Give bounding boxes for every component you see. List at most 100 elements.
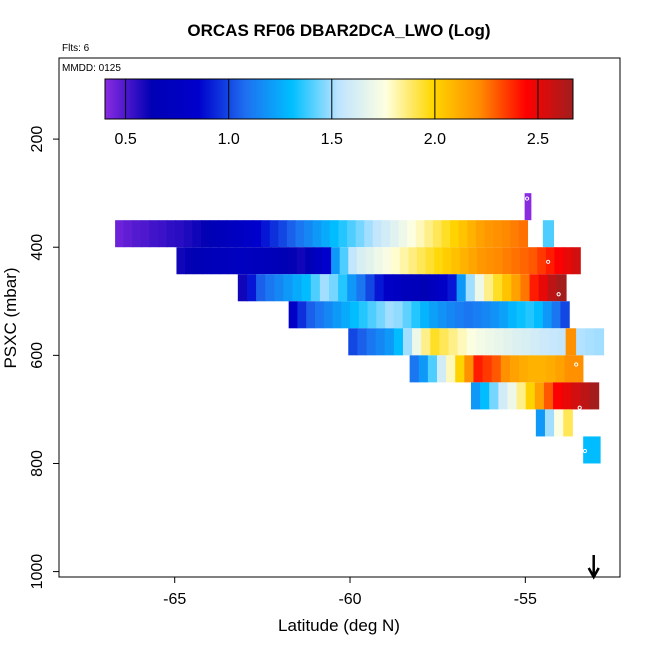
marker-point	[123, 247, 128, 253]
heatmap-cell	[542, 220, 554, 248]
heatmap-cell	[459, 247, 470, 275]
heatmap-cell	[448, 328, 459, 356]
heatmap-cell	[312, 220, 322, 248]
heatmap-cell	[490, 301, 500, 329]
data-cells	[115, 193, 605, 464]
y-tick-label: 800	[29, 450, 46, 477]
colorbar	[104, 78, 574, 120]
heatmap-cell	[434, 247, 444, 275]
heatmap-cell	[132, 220, 142, 248]
heatmap-cell	[455, 355, 465, 383]
heatmap-cell	[502, 247, 513, 275]
heatmap-cell	[399, 247, 409, 275]
heatmap-cell	[521, 328, 532, 356]
heatmap-cell	[228, 247, 238, 275]
heatmap-cell	[466, 328, 477, 356]
heatmap-cell	[480, 382, 490, 410]
marker-point	[556, 292, 561, 297]
heatmap-cell	[140, 220, 151, 248]
heatmap-cell	[516, 382, 527, 410]
heatmap-cell	[500, 355, 511, 383]
colorbar-tick-label: 1.5	[321, 131, 343, 148]
heatmap-cell	[573, 355, 584, 383]
heatmap-cell	[176, 247, 186, 275]
heatmap-cell	[425, 247, 435, 275]
heatmap-cell	[310, 274, 321, 302]
heatmap-cell	[265, 274, 275, 302]
heatmap-cell	[528, 247, 538, 275]
heatmap-cell	[543, 382, 554, 410]
heatmap-cell	[491, 355, 502, 383]
heatmap-cell	[493, 274, 503, 302]
heatmap-cell	[441, 220, 451, 248]
heatmap-cell	[323, 301, 334, 329]
heatmap-cell	[193, 247, 203, 275]
heatmap-cell	[321, 220, 331, 248]
heatmap-cell	[391, 247, 401, 275]
heatmap-cell	[278, 220, 288, 248]
heatmap-cell	[427, 355, 438, 383]
heatmap-cell	[560, 301, 570, 329]
heatmap-cell	[347, 274, 357, 302]
colorbar-tick-label: 0.5	[114, 131, 136, 148]
heatmap-cell	[537, 355, 547, 383]
heatmap-cell	[562, 382, 572, 410]
heatmap-cell	[385, 301, 395, 329]
heatmap-cell	[420, 301, 430, 329]
heatmap-cell	[428, 301, 439, 329]
heatmap-cell	[424, 220, 434, 248]
heatmap-cell	[412, 328, 422, 356]
y-tick-label: 1000	[29, 554, 46, 590]
heatmap-cell	[511, 247, 521, 275]
heatmap-cell	[530, 328, 541, 356]
heatmap-cell	[551, 301, 561, 329]
marker-points	[123, 196, 588, 454]
heatmap-cell	[473, 355, 484, 383]
heatmap-cell	[366, 328, 377, 356]
heatmap-cell	[235, 220, 245, 248]
heatmap-cell	[493, 220, 503, 248]
heatmap-cell	[322, 247, 332, 275]
heatmap-cell	[524, 193, 532, 221]
heatmap-cell	[313, 247, 324, 275]
heatmap-cell	[583, 436, 593, 464]
heatmap-cell	[474, 274, 485, 302]
heatmap-cell	[534, 301, 544, 329]
heatmap-cell	[243, 220, 254, 248]
heatmap-cell	[511, 274, 522, 302]
heatmap-cell	[374, 247, 384, 275]
heatmap-cell	[383, 274, 394, 302]
chart-title: ORCAS RF06 DBAR2DCA_LWO (Log)	[187, 21, 490, 40]
heatmap-cell	[347, 220, 357, 248]
heatmap-cell	[332, 301, 342, 329]
heatmap-cell	[338, 220, 348, 248]
heatmap-cell	[501, 220, 511, 248]
heatmap-cell	[430, 328, 441, 356]
heatmap-cell	[261, 220, 271, 248]
heatmap-cell	[375, 328, 386, 356]
heatmap-cell	[468, 247, 478, 275]
heatmap-cell	[286, 220, 297, 248]
y-tick-label: 200	[29, 126, 46, 153]
heatmap-cell	[553, 382, 563, 410]
y-axis: 200 400 600 800 1000	[29, 126, 60, 590]
heatmap-cell	[246, 274, 257, 302]
heatmap-cell	[591, 436, 601, 464]
heatmap-cell	[518, 220, 529, 248]
heatmap-cell	[520, 247, 530, 275]
heatmap-cell	[296, 247, 306, 275]
heatmap-cell	[519, 355, 529, 383]
heatmap-cell	[158, 220, 168, 248]
heatmap-cell	[218, 220, 228, 248]
heatmap-cell	[571, 382, 581, 410]
x-tick-label: -60	[338, 591, 361, 608]
heatmap-cell	[546, 355, 557, 383]
heatmap-cell	[367, 301, 377, 329]
heatmap-cell	[411, 274, 421, 302]
heatmap-cell	[252, 220, 262, 248]
heatmap-cell	[563, 409, 573, 437]
heatmap-cell	[442, 247, 452, 275]
heatmap-cell	[295, 220, 305, 248]
colorbar-tick-label: 2.0	[424, 131, 446, 148]
x-axis: -65 -60 -55	[163, 576, 537, 608]
